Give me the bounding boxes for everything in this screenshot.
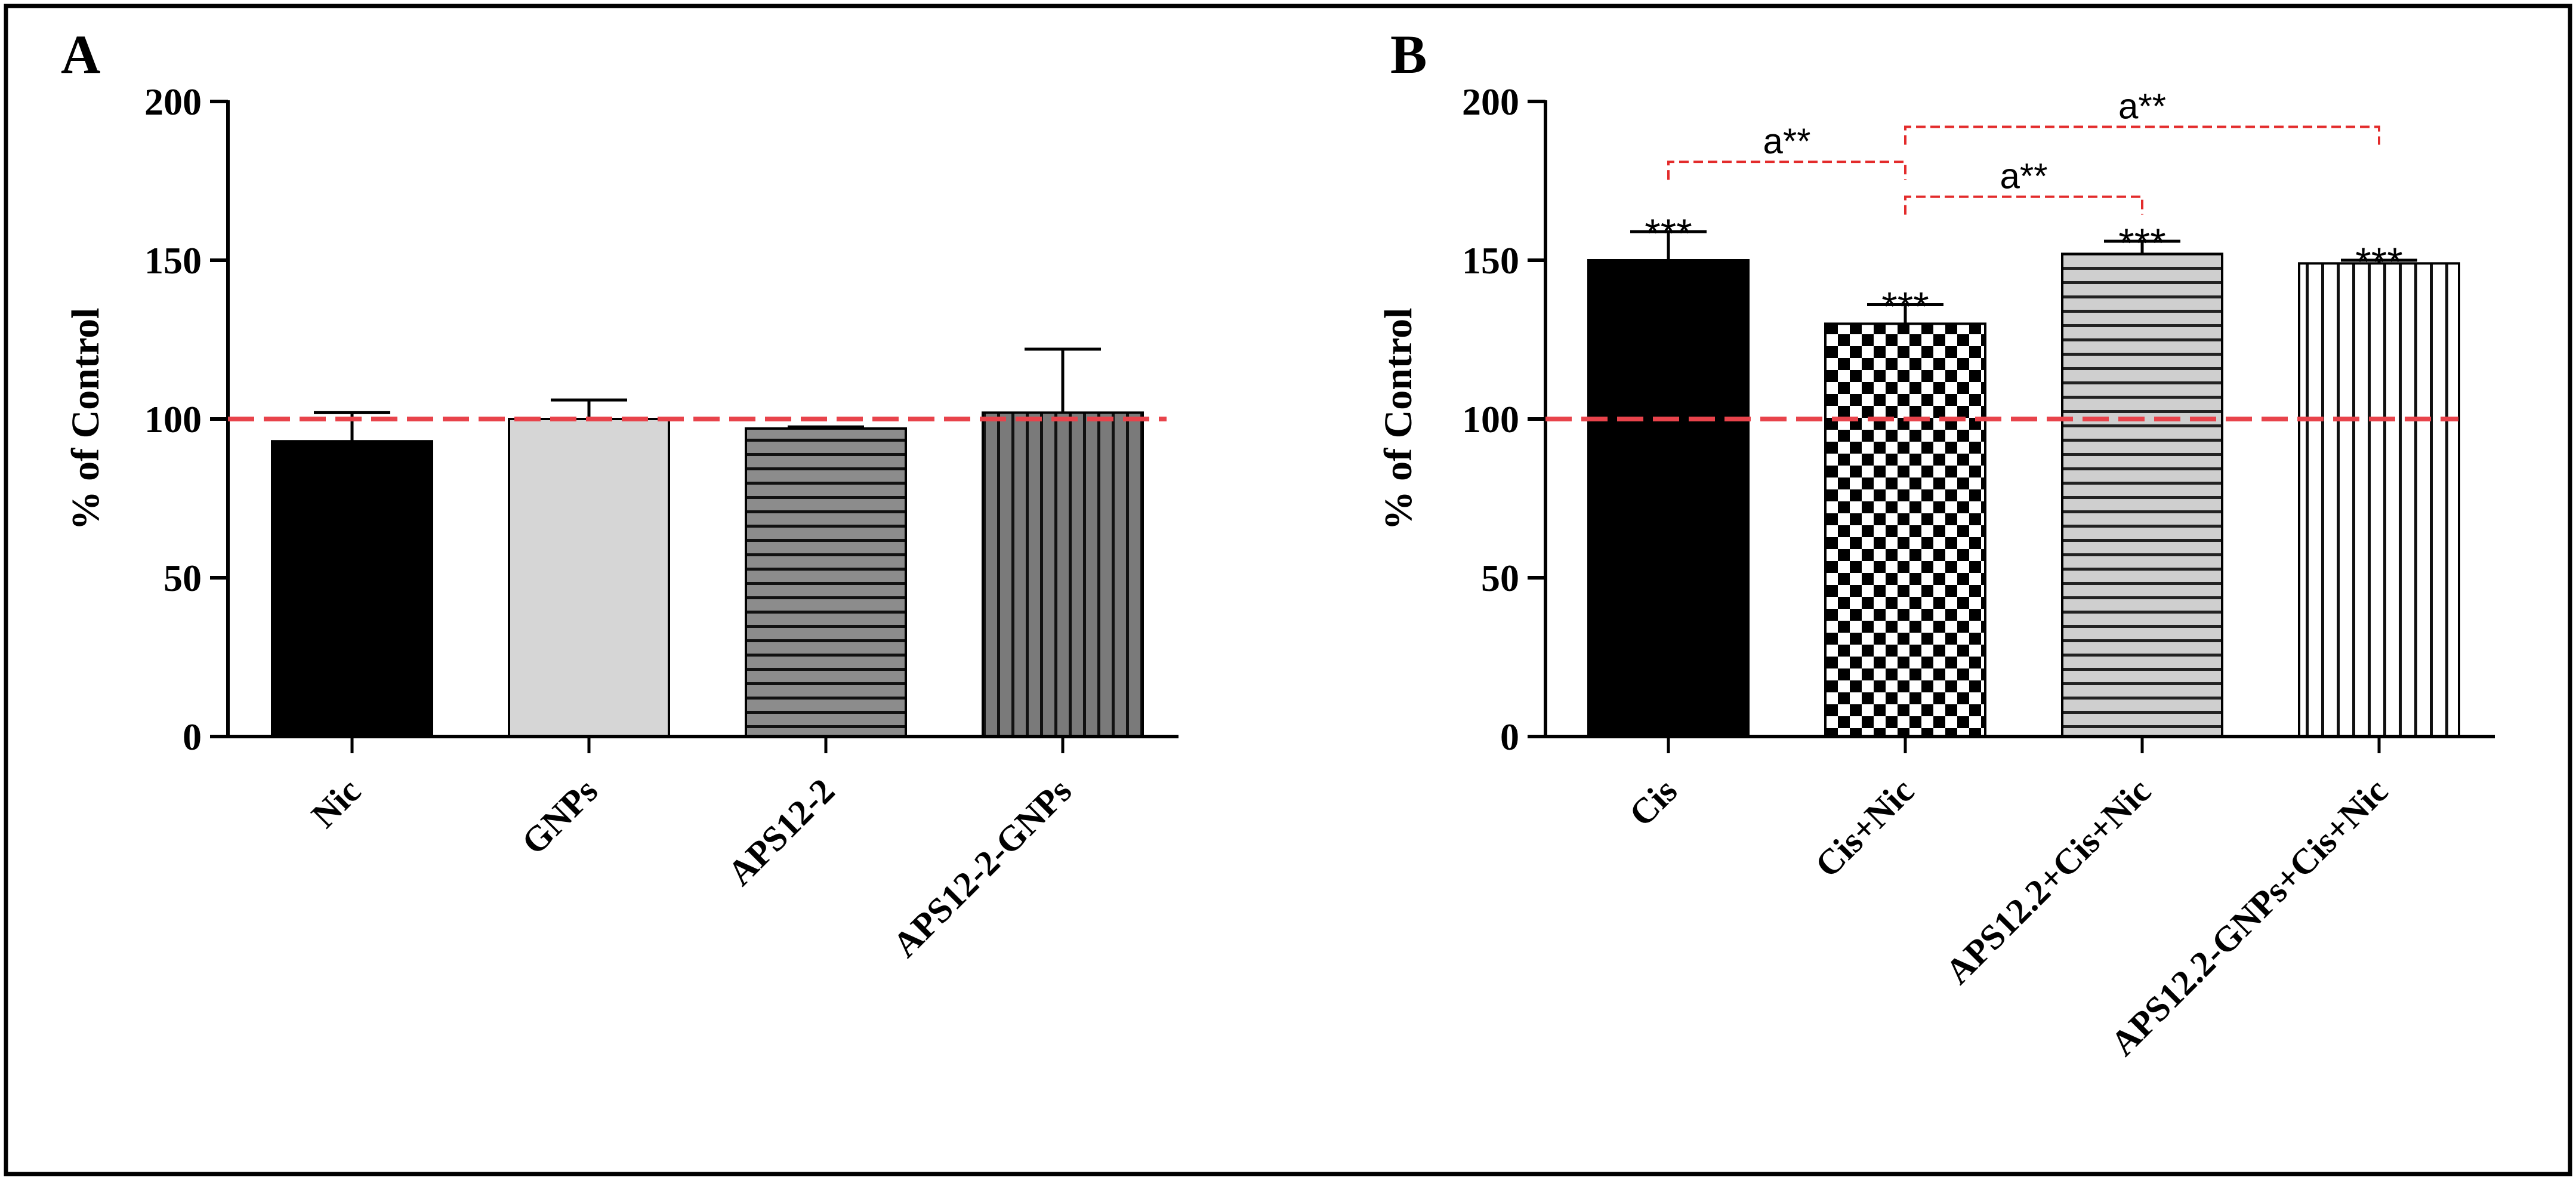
bar [1587, 259, 1750, 738]
bar [271, 440, 433, 738]
y-tick-label: 150 [1462, 239, 1519, 282]
significance-label: *** [2118, 220, 2165, 266]
panel-label: B [1390, 24, 1427, 85]
bracket-label: a** [1763, 121, 1810, 161]
panel-label: A [61, 24, 100, 85]
bar [2298, 262, 2460, 738]
y-axis-label: % of Control [64, 308, 107, 531]
y-tick-label: 0 [183, 716, 202, 758]
significance-bracket [1667, 161, 1906, 180]
significance-label: *** [1881, 284, 1929, 329]
y-axis-label: % of Control [1377, 308, 1420, 531]
bar [2061, 252, 2223, 738]
y-tick-label: 100 [1462, 398, 1519, 440]
significance-bracket [1904, 125, 2380, 145]
bar [508, 418, 670, 738]
y-tick-label: 150 [144, 239, 202, 282]
y-tick-label: 50 [1481, 557, 1519, 599]
bar [982, 411, 1144, 738]
y-tick-label: 200 [144, 81, 202, 123]
bar [1824, 322, 1986, 738]
bracket-label: a** [2000, 156, 2047, 196]
y-tick-label: 200 [1462, 81, 1519, 123]
y-tick-label: 0 [1500, 716, 1519, 758]
bar [745, 427, 907, 738]
significance-label: *** [2355, 239, 2402, 285]
y-tick-label: 50 [163, 557, 202, 599]
significance-bracket [1904, 195, 2143, 215]
significance-label: *** [1645, 211, 1692, 256]
y-tick-label: 100 [144, 398, 202, 440]
bracket-label: a** [2118, 87, 2166, 127]
